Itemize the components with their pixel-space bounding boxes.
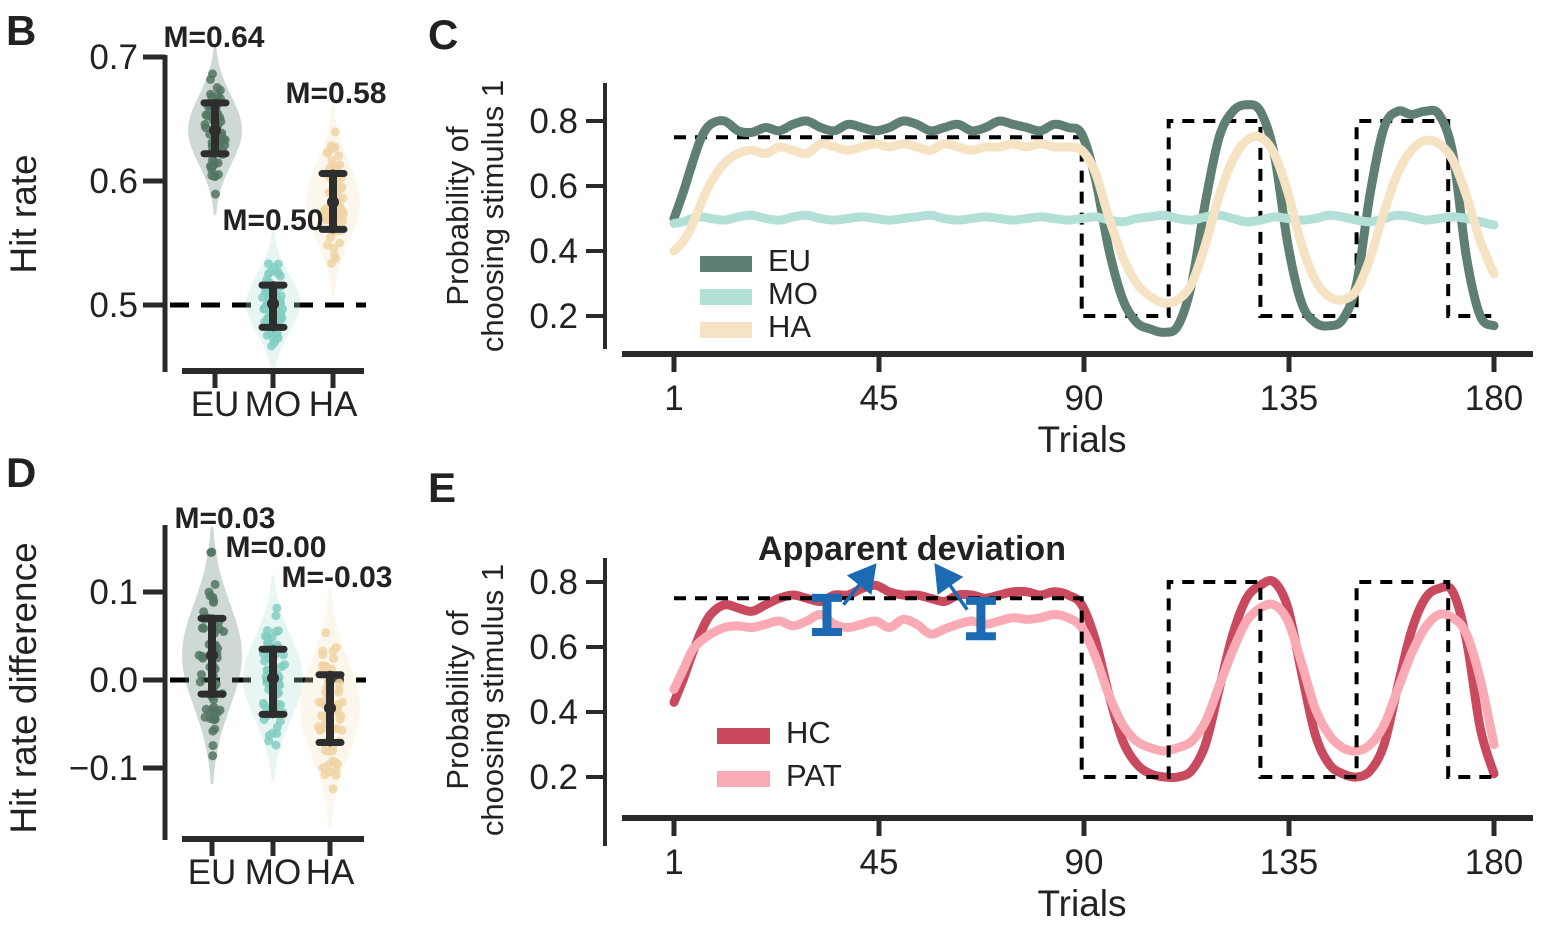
panel-e-letter: E [428, 464, 456, 511]
annotation-arrow-0 [842, 563, 877, 606]
panel-c-ytick-2: 0.4 [529, 232, 578, 271]
panel-e-legend: HC PAT [717, 715, 842, 793]
series-line-mo [669, 210, 1499, 230]
panel-b-violins [188, 45, 360, 377]
errorbar-mo [258, 281, 288, 332]
panel-b-y-axis-title: Hit rate [3, 154, 44, 273]
panel-e-annotation: Apparent deviation [758, 530, 1066, 641]
panel-c-xtick-3: 135 [1260, 379, 1318, 418]
panel-e-ytick-0: 0.8 [529, 563, 578, 602]
legend-swatch-pat [717, 771, 770, 787]
panel-c-y-axis-title-line2: choosing stimulus 1 [475, 80, 510, 352]
reward-schedule-line [674, 580, 1494, 779]
panel-d-cat-eu: EU [188, 853, 237, 892]
panel-e-y-axis: 0.8 0.6 0.4 0.2 [529, 558, 607, 846]
legend-swatch-mo [700, 289, 752, 305]
errorbar-mo [258, 645, 288, 719]
panel-e-xtick-0: 1 [664, 843, 683, 882]
panel-c-ytick-0: 0.8 [529, 102, 578, 141]
panel-e-y-axis-title-line1: Probability of [440, 610, 475, 790]
panel-b-ytick-2: 0.5 [89, 286, 138, 325]
panel-e: E Probability of choosing stimulus 1 0.8… [428, 464, 1533, 924]
panel-e-xtick-3: 135 [1260, 843, 1318, 882]
panel-e-ytick-2: 0.4 [529, 693, 578, 732]
panel-c-xtick-0: 1 [664, 379, 683, 418]
annotation-arrow-1 [934, 563, 969, 611]
apparent-deviation-label: Apparent deviation [758, 530, 1066, 568]
panel-b-letter: B [6, 7, 36, 54]
panel-d-ytick-1: 0.0 [89, 661, 138, 700]
panel-e-xtick-1: 45 [860, 843, 899, 882]
panel-e-xtick-4: 180 [1465, 843, 1523, 882]
errorbar-eu [197, 614, 227, 699]
panel-b-x-axis: EU MO HA [182, 368, 364, 424]
legend-label-hc: HC [786, 715, 831, 750]
series-line-pat [669, 599, 1499, 756]
panel-d-mean-eu: M=0.03 [175, 502, 276, 535]
panel-b-cat-eu: EU [191, 385, 240, 424]
panel-e-x-axis: 1 45 90 135 180 Trials [622, 815, 1533, 924]
panel-b-y-axis: 0.7 0.6 0.5 [89, 38, 168, 372]
panel-d-ytick-0: 0.1 [89, 573, 138, 612]
panel-b-ytick-0: 0.7 [89, 38, 138, 77]
legend-swatch-ha [700, 322, 752, 338]
legend-label-ha: HA [768, 309, 811, 344]
panel-d-ytick-2: −0.1 [69, 749, 138, 788]
series-line-eu [669, 100, 1499, 337]
panel-c-y-axis-title-line1: Probability of [440, 126, 475, 306]
panel-b-cat-mo: MO [245, 385, 301, 424]
errorbar-ha [318, 169, 348, 234]
errorbar-ha [315, 670, 345, 747]
panel-c-x-axis: 1 45 90 135 180 Trials [622, 351, 1533, 460]
panel-c-lines [669, 100, 1499, 337]
panel-c-letter: C [428, 11, 458, 58]
panel-b-mean-mo: M=0.50 [223, 204, 324, 237]
panel-d-violins [182, 526, 360, 829]
panel-c-x-axis-title: Trials [1037, 419, 1126, 460]
panel-e-xtick-2: 90 [1065, 843, 1104, 882]
panel-c: C Probability of choosing stimulus 1 0.8… [428, 11, 1533, 460]
panel-d-mean-mo: M=0.00 [226, 531, 327, 564]
panel-e-lines [669, 576, 1499, 783]
panel-e-x-axis-title: Trials [1037, 883, 1126, 924]
panel-d-cat-mo: MO [245, 853, 301, 892]
legend-swatch-eu [700, 256, 752, 272]
panel-d-cat-ha: HA [306, 853, 355, 892]
deviation-marker-0 [812, 593, 843, 637]
panel-b: B Hit rate 0.7 0.6 0.5 EU MO HA M=0.64 M… [3, 7, 386, 424]
panel-d-y-axis-title: Hit rate difference [3, 542, 44, 833]
legend-label-mo: MO [768, 276, 818, 311]
panel-c-xtick-1: 45 [860, 379, 899, 418]
deviation-marker-1 [965, 596, 996, 641]
panel-e-ytick-3: 0.2 [529, 758, 578, 797]
panel-d-y-axis: 0.1 0.0 −0.1 [69, 525, 168, 840]
panel-c-xtick-4: 180 [1465, 379, 1523, 418]
panel-c-legend: EU MO HA [700, 243, 818, 344]
panel-d-letter: D [6, 449, 36, 496]
panel-c-ytick-1: 0.6 [529, 167, 578, 206]
panel-d: D Hit rate difference 0.1 0.0 −0.1 EU MO… [3, 449, 392, 892]
panel-d-x-axis: EU MO HA [182, 836, 364, 892]
panel-c-y-axis: 0.8 0.6 0.4 0.2 [529, 83, 607, 349]
panel-c-ytick-3: 0.2 [529, 297, 578, 336]
panel-d-mean-ha: M=-0.03 [282, 561, 393, 594]
panel-e-ytick-1: 0.6 [529, 628, 578, 667]
panel-b-mean-eu: M=0.64 [164, 21, 265, 54]
legend-label-eu: EU [768, 243, 811, 278]
panel-c-xtick-2: 90 [1065, 379, 1104, 418]
legend-label-pat: PAT [786, 758, 842, 793]
legend-swatch-hc [717, 728, 770, 744]
panel-b-ytick-1: 0.6 [89, 162, 138, 201]
panel-b-mean-ha: M=0.58 [286, 77, 387, 110]
panel-b-cat-ha: HA [309, 385, 358, 424]
errorbar-eu [200, 98, 230, 158]
panel-e-y-axis-title-line2: choosing stimulus 1 [475, 564, 510, 836]
series-line-ha [669, 131, 1499, 308]
